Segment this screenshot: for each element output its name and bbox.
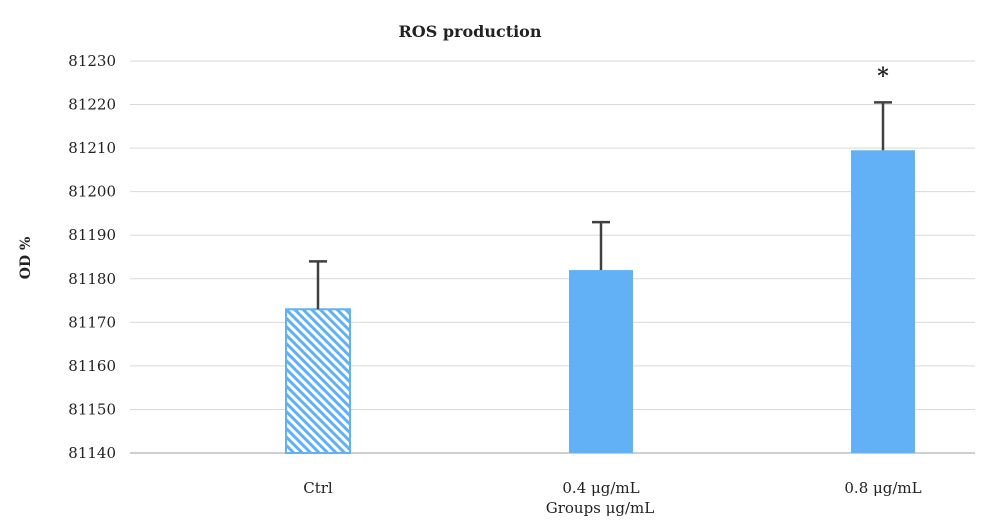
y-tick-label: 81140 — [68, 444, 116, 462]
x-axis-label: Groups μg/mL — [546, 499, 655, 517]
chart-title: ROS production — [399, 22, 542, 41]
bar — [569, 270, 633, 453]
y-tick-label: 81190 — [68, 226, 116, 244]
y-tick-label: 81230 — [68, 52, 116, 70]
significance-marker: * — [877, 63, 889, 89]
y-tick-labels: 81140 81150 81160 81170 81180 81190 81200 81210… — [68, 52, 116, 462]
bars — [285, 150, 915, 454]
annotations: * — [877, 63, 889, 89]
x-tick-label: Ctrl — [303, 479, 333, 497]
y-tick-label: 81200 — [68, 183, 116, 201]
x-tick-label: 0.8 μg/mL — [844, 479, 921, 497]
y-axis-label: OD % — [18, 237, 34, 280]
y-tick-label: 81180 — [68, 270, 116, 288]
x-tick-label: 0.4 μg/mL — [562, 479, 639, 497]
y-tick-label: 81160 — [68, 357, 116, 375]
bar — [851, 150, 915, 454]
y-tick-label: 81170 — [68, 313, 116, 331]
bar — [285, 308, 351, 454]
gridlines — [130, 60, 975, 454]
category-labels: Ctrl 0.4 μg/mL 0.8 μg/mL — [303, 479, 921, 497]
y-tick-label: 81210 — [68, 139, 116, 157]
y-tick-label: 81150 — [68, 400, 116, 418]
error-bars — [309, 101, 892, 310]
y-tick-label: 81220 — [68, 96, 116, 114]
